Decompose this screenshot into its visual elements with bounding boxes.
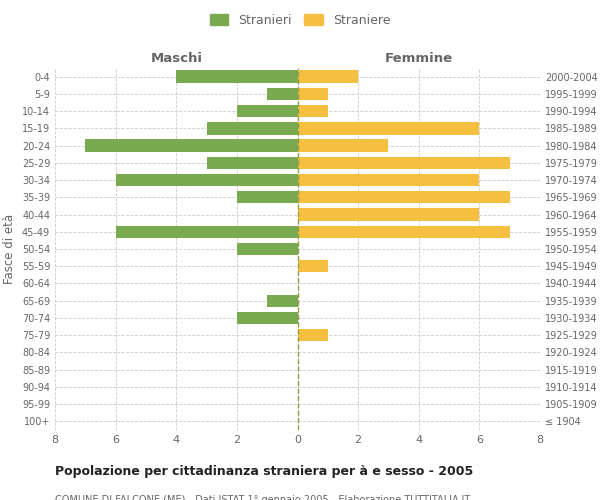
- Text: COMUNE DI FALCONE (ME) - Dati ISTAT 1° gennaio 2005 - Elaborazione TUTTITALIA.IT: COMUNE DI FALCONE (ME) - Dati ISTAT 1° g…: [55, 495, 470, 500]
- Bar: [298, 329, 328, 342]
- Legend: Stranieri, Straniere: Stranieri, Straniere: [205, 8, 395, 32]
- Bar: [116, 226, 298, 238]
- Bar: [176, 70, 298, 83]
- Bar: [298, 105, 328, 118]
- Bar: [298, 88, 328, 100]
- Bar: [298, 156, 509, 169]
- Bar: [298, 140, 388, 152]
- Bar: [237, 191, 298, 203]
- Bar: [206, 122, 298, 134]
- Text: Popolazione per cittadinanza straniera per à e sesso - 2005: Popolazione per cittadinanza straniera p…: [55, 465, 473, 478]
- Bar: [298, 191, 509, 203]
- Text: Maschi: Maschi: [150, 52, 202, 66]
- Bar: [267, 294, 298, 307]
- Bar: [237, 243, 298, 255]
- Bar: [298, 174, 479, 186]
- Bar: [298, 122, 479, 134]
- Bar: [298, 70, 358, 83]
- Bar: [267, 88, 298, 100]
- Bar: [116, 174, 298, 186]
- Bar: [237, 312, 298, 324]
- Bar: [85, 140, 298, 152]
- Bar: [298, 208, 479, 220]
- Bar: [237, 105, 298, 118]
- Bar: [206, 156, 298, 169]
- Bar: [298, 260, 328, 272]
- Bar: [298, 226, 509, 238]
- Text: Femmine: Femmine: [385, 52, 453, 66]
- Y-axis label: Fasce di età: Fasce di età: [3, 214, 16, 284]
